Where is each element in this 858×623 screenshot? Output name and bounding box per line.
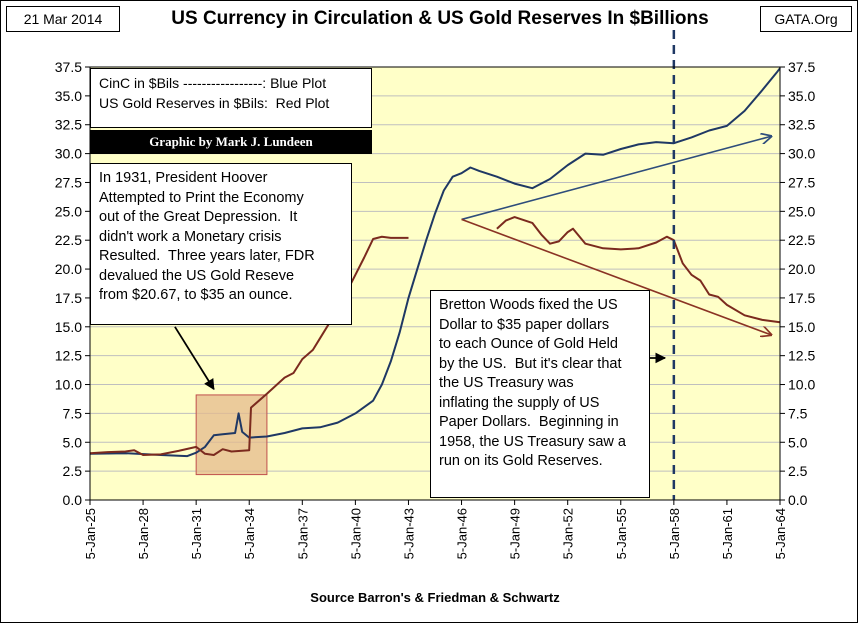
y-tick-label-right: 22.5	[788, 232, 815, 248]
highlight-region	[195, 394, 268, 476]
y-tick-label-left: 0.0	[63, 492, 83, 508]
y-tick-label-right: 10.0	[788, 377, 815, 393]
y-tick-label-left: 20.0	[55, 261, 82, 277]
hoover-line: devalued the US Gold Reseve	[99, 267, 295, 284]
x-tick-label: 5-Jan-64	[773, 508, 788, 559]
x-tick-label: 5-Jan-43	[401, 508, 416, 559]
axis-layer: 0.0 0.0 2.5 2.5 5.0 5.0 7.5 7.5 10.0 10.0 12.5 12.5…	[55, 59, 816, 559]
y-tick-label-left: 30.0	[55, 146, 82, 162]
y-tick-label-right: 5.0	[788, 434, 808, 450]
bretton-line: by the US. But it's clear that	[439, 355, 622, 372]
y-tick-label-left: 32.5	[55, 117, 82, 133]
y-tick-label-left: 12.5	[55, 348, 82, 364]
y-tick-label-right: 0.0	[788, 492, 808, 508]
y-tick-label-left: 27.5	[55, 174, 82, 190]
y-tick-label-left: 17.5	[55, 290, 82, 306]
bretton-line: run on its Gold Reserves.	[439, 453, 603, 469]
bretton-line: Dollar to $35 paper dollars	[439, 316, 610, 333]
y-tick-label-right: 15.0	[788, 319, 815, 335]
chart-title: US Currency in Circulation & US Gold Res…	[171, 8, 709, 29]
x-tick-label: 5-Jan-37	[295, 508, 310, 559]
x-axis-label: Source Barron's & Friedman & Schwartz	[310, 590, 560, 605]
y-tick-label-right: 27.5	[788, 174, 815, 190]
y-tick-label-left: 22.5	[55, 232, 82, 248]
gold-series-line	[89, 235, 409, 456]
x-tick-label: 5-Jan-40	[348, 508, 363, 559]
legend-line-red: US Gold Reserves in $Bils: Red Plot	[99, 95, 330, 111]
y-tick-label-left: 15.0	[55, 319, 82, 335]
y-tick-label-right: 7.5	[788, 405, 808, 421]
hoover-arrow	[174, 326, 215, 391]
gold-series-line	[496, 216, 781, 324]
y-tick-label-right: 32.5	[788, 117, 815, 133]
date-label: 21 Mar 2014	[6, 6, 120, 32]
bretton-line: Bretton Woods fixed the US	[439, 297, 618, 313]
x-tick-label: 5-Jan-61	[720, 508, 735, 559]
hoover-line: In 1931, President Hoover	[99, 170, 268, 186]
credit-banner: Graphic by Mark J. Lundeen	[90, 130, 372, 154]
series-layer	[89, 67, 781, 458]
y-tick-label-right: 17.5	[788, 290, 815, 306]
highlight-region-layer	[195, 394, 268, 476]
currency-series-line	[89, 67, 781, 458]
bretton-line: Paper Dollars. Beginning in	[439, 414, 619, 430]
hoover-line: didn't work a Monetary crisis	[99, 228, 282, 245]
y-tick-label-left: 37.5	[55, 59, 82, 75]
hoover-line: Resulted. Three years later, FDR	[99, 248, 315, 264]
legend-line-blue: CinC in $Bils -----------------: Blue Pl…	[99, 75, 327, 91]
gold-trend-line	[461, 218, 772, 334]
x-tick-label: 5-Jan-28	[136, 508, 151, 559]
bretton-line: to each Ounce of Gold Held	[439, 336, 618, 352]
x-tick-label: 5-Jan-55	[614, 508, 629, 559]
source-label: GATA.Org	[760, 6, 852, 32]
y-tick-label-left: 7.5	[63, 405, 83, 421]
bretton-line: inflating the supply of US	[439, 394, 600, 411]
x-tick-label: 5-Jan-58	[667, 508, 682, 559]
y-tick-label-left: 25.0	[55, 203, 82, 219]
x-tick-label: 5-Jan-25	[83, 508, 98, 559]
x-tick-label: 5-Jan-34	[242, 508, 257, 559]
hoover-line: from $20.67, to $35 an ounce.	[99, 287, 293, 303]
currency-trend-line	[461, 136, 772, 221]
hoover-line: Attempted to Print the Economy	[99, 189, 304, 206]
y-tick-label-left: 35.0	[55, 88, 82, 104]
bretton-line: 1958, the US Treasury saw a	[439, 433, 626, 450]
y-tick-label-right: 25.0	[788, 203, 815, 219]
bretton-woods-annotation: Bretton Woods fixed the US Dollar to $35…	[430, 290, 650, 498]
x-tick-label: 5-Jan-49	[508, 508, 523, 559]
y-tick-label-left: 10.0	[55, 377, 82, 393]
x-tick-label: 5-Jan-52	[561, 508, 576, 559]
bretton-line: the US Treasury was	[439, 375, 574, 391]
trend-line-layer	[461, 136, 772, 335]
y-tick-label-right: 2.5	[788, 463, 808, 479]
y-tick-label-right: 37.5	[788, 59, 815, 75]
y-tick-label-left: 2.5	[63, 463, 83, 479]
y-tick-label-right: 20.0	[788, 261, 815, 277]
y-tick-label-right: 35.0	[788, 88, 815, 104]
hoover-line: out of the Great Depression. It	[99, 209, 298, 225]
legend-box: CinC in $Bils -----------------: Blue Pl…	[90, 68, 372, 128]
y-tick-label-right: 12.5	[788, 348, 815, 364]
x-tick-label: 5-Jan-46	[455, 508, 470, 559]
y-tick-label-right: 30.0	[788, 146, 815, 162]
y-tick-label-left: 5.0	[63, 434, 83, 450]
x-tick-label: 5-Jan-31	[189, 508, 204, 559]
hoover-annotation: In 1931, President Hoover Attempted to P…	[90, 163, 352, 325]
